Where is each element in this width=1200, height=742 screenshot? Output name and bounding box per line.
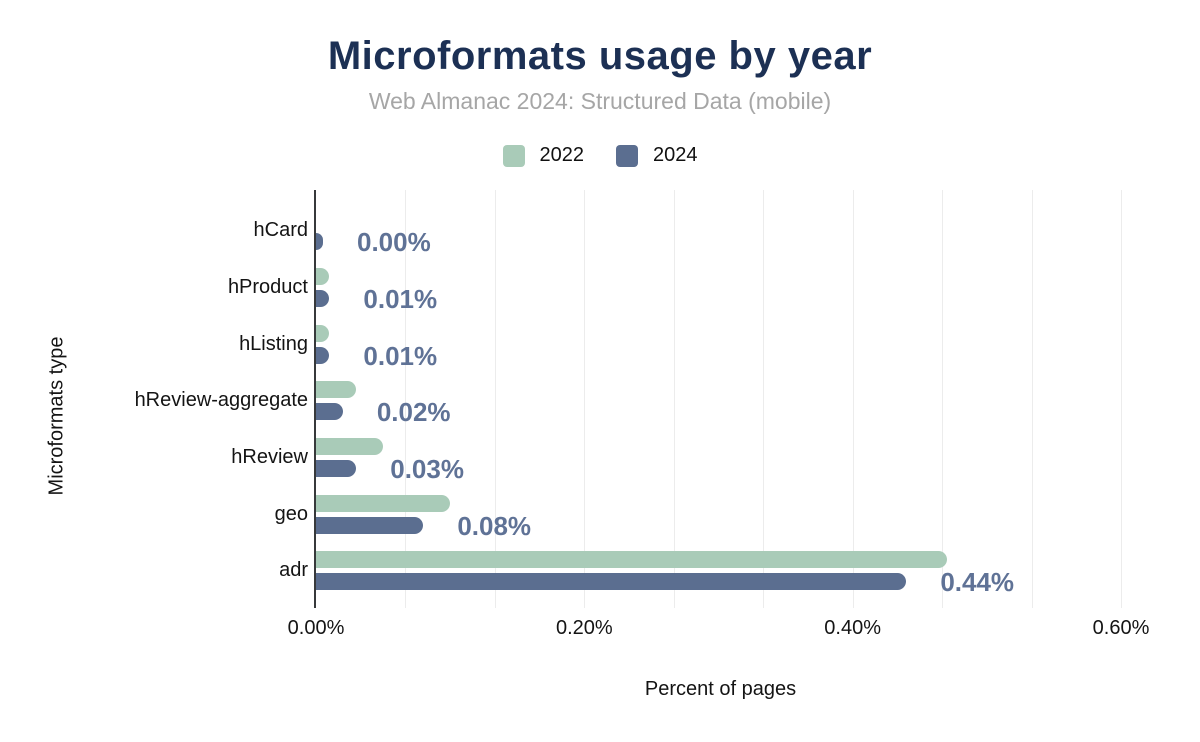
legend-swatch-2024-icon (616, 144, 638, 167)
gridline (405, 190, 407, 608)
data-label-hListing: 0.01% (363, 340, 438, 371)
legend-label-2022: 2022 (539, 144, 585, 166)
category-label-hReview-aggregate: hReview-aggregate (134, 389, 308, 412)
bar-2022-hProduct[interactable] (316, 267, 330, 285)
category-label-hReview: hReview (231, 445, 308, 468)
y-axis-title: Microformats type (45, 336, 68, 496)
x-tick-label: 0.00% (287, 617, 345, 639)
category-label-hCard: hCard (253, 219, 308, 242)
x-tick-label: 0.20% (555, 617, 613, 639)
bar-2022-hReview[interactable] (316, 437, 384, 455)
x-axis-title: Percent of pages (644, 678, 797, 700)
bar-2024-hListing[interactable] (316, 346, 330, 364)
category-label-hProduct: hProduct (227, 275, 308, 298)
data-label-adr: 0.44% (940, 567, 1015, 598)
data-label-hProduct: 0.01% (363, 283, 438, 314)
legend-item-2024[interactable]: 2024 (616, 144, 698, 167)
gridline (763, 190, 765, 608)
bar-2024-hReview[interactable] (316, 459, 357, 477)
legend: 2022 2024 (0, 144, 1200, 167)
bar-2022-hListing[interactable] (316, 324, 330, 342)
x-tick-label: 0.40% (824, 617, 882, 639)
bar-2022-adr[interactable] (316, 551, 947, 569)
bar-2024-hReview-aggregate[interactable] (316, 403, 343, 421)
gridline (942, 190, 944, 608)
bar-2022-hReview-aggregate[interactable] (316, 381, 357, 399)
bar-2024-hProduct[interactable] (316, 289, 330, 307)
gridline (1121, 190, 1122, 608)
category-label-hListing: hListing (239, 332, 308, 355)
gridline (852, 190, 854, 608)
bar-2024-adr[interactable] (316, 573, 907, 591)
legend-item-2022[interactable]: 2022 (502, 144, 585, 167)
category-label-adr: adr (279, 559, 308, 582)
y-axis-line (314, 190, 316, 608)
legend-label-2024: 2024 (653, 144, 698, 166)
category-label-geo: geo (274, 502, 308, 525)
chart-subtitle: Web Almanac 2024: Structured Data (mobil… (368, 88, 832, 114)
data-label-hReview: 0.03% (390, 453, 464, 484)
bar-2022-geo[interactable] (316, 494, 451, 512)
bar-2024-hCard[interactable] (316, 233, 323, 251)
data-label-hCard: 0.00% (357, 227, 431, 258)
chart-title: Microformats usage by year (327, 34, 873, 78)
gridline (1031, 190, 1033, 608)
x-tick-label: 0.60% (1092, 617, 1150, 639)
data-label-hReview-aggregate: 0.02% (376, 397, 451, 428)
gridline (494, 190, 496, 608)
gridline (584, 190, 586, 608)
legend-swatch-2022-icon (502, 144, 525, 167)
bar-2024-geo[interactable] (316, 516, 424, 534)
gridline (673, 190, 675, 608)
data-label-geo: 0.08% (457, 510, 532, 541)
